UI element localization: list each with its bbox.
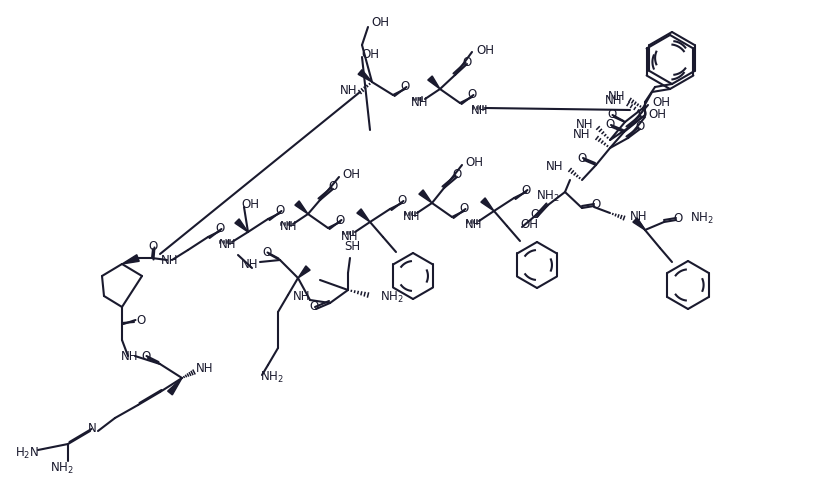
Polygon shape <box>122 255 139 264</box>
Text: O: O <box>215 222 225 236</box>
Text: OH: OH <box>476 44 494 56</box>
Text: $\mathrm{NH_2}$: $\mathrm{NH_2}$ <box>260 369 284 385</box>
Text: NH: NH <box>341 229 359 243</box>
Text: O: O <box>398 195 407 207</box>
Text: NH: NH <box>471 104 489 118</box>
Text: NH: NH <box>161 253 178 267</box>
Text: $\mathrm{NH_2}$: $\mathrm{NH_2}$ <box>690 210 714 225</box>
Text: N: N <box>88 421 96 435</box>
Text: NH: NH <box>293 291 310 303</box>
Text: NH: NH <box>575 119 593 131</box>
Text: NH: NH <box>607 91 625 103</box>
Text: O: O <box>275 204 284 218</box>
Text: NH: NH <box>412 96 429 108</box>
Text: OH: OH <box>371 16 389 28</box>
Text: O: O <box>636 121 645 133</box>
Text: OH: OH <box>520 219 538 231</box>
Polygon shape <box>358 70 372 82</box>
Text: NH: NH <box>340 83 357 97</box>
Text: NH: NH <box>219 239 236 251</box>
Text: OH: OH <box>465 156 483 170</box>
Text: NH: NH <box>572 128 590 142</box>
Text: NH: NH <box>403 211 421 223</box>
Polygon shape <box>168 378 182 395</box>
Text: O: O <box>328 180 337 194</box>
Text: O: O <box>452 169 461 181</box>
Text: O: O <box>460 202 469 216</box>
Text: O: O <box>531 209 540 221</box>
Text: SH: SH <box>344 241 360 253</box>
Polygon shape <box>357 209 370 222</box>
Text: NH: NH <box>196 362 214 374</box>
Text: OH: OH <box>342 169 360 181</box>
Text: O: O <box>522 183 531 196</box>
Text: NH: NH <box>121 349 139 363</box>
Text: O: O <box>262 245 271 259</box>
Polygon shape <box>481 198 494 211</box>
Text: OH: OH <box>241 198 259 212</box>
Polygon shape <box>428 76 440 89</box>
Polygon shape <box>419 190 432 203</box>
Text: NH: NH <box>545 161 563 173</box>
Text: NH: NH <box>240 259 258 271</box>
Text: NH: NH <box>465 219 482 231</box>
Text: NH: NH <box>630 210 647 222</box>
Polygon shape <box>633 218 645 230</box>
Polygon shape <box>295 201 308 214</box>
Text: O: O <box>592 197 601 211</box>
Text: O: O <box>637 108 646 122</box>
Text: NH: NH <box>605 95 622 107</box>
Text: O: O <box>310 300 319 314</box>
Text: O: O <box>136 314 145 326</box>
Text: O: O <box>607 108 617 122</box>
Text: OH: OH <box>652 97 670 109</box>
Polygon shape <box>298 266 311 278</box>
Polygon shape <box>235 219 248 232</box>
Text: $\mathrm{NH_2}$: $\mathrm{NH_2}$ <box>536 189 560 203</box>
Text: $\mathrm{NH_2}$: $\mathrm{NH_2}$ <box>380 290 404 305</box>
Text: $\mathrm{NH_2}$: $\mathrm{NH_2}$ <box>50 461 74 476</box>
Text: O: O <box>400 80 410 94</box>
Text: $\mathrm{H_2N}$: $\mathrm{H_2N}$ <box>15 445 39 461</box>
Text: O: O <box>673 212 683 224</box>
Text: OH: OH <box>648 108 666 122</box>
Text: O: O <box>336 214 345 226</box>
Text: O: O <box>462 55 472 69</box>
Text: O: O <box>606 119 615 131</box>
Text: O: O <box>141 349 151 363</box>
Text: OH: OH <box>361 49 379 62</box>
Text: NH: NH <box>280 220 297 234</box>
Text: O: O <box>467 89 477 101</box>
Text: O: O <box>148 241 157 253</box>
Text: O: O <box>577 151 587 165</box>
